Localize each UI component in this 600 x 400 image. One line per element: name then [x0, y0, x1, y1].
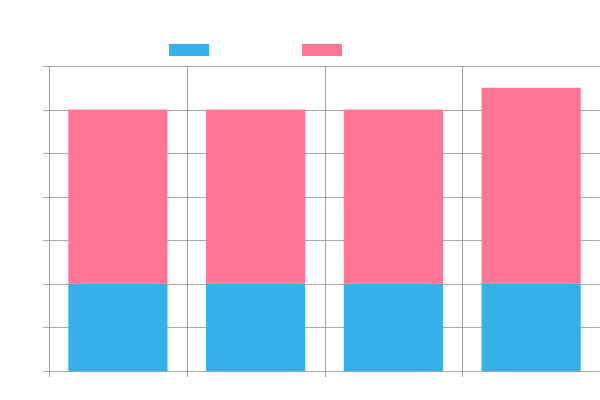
- bar-series2-cat1: [68, 109, 168, 284]
- legend-swatch-series1: [169, 44, 209, 56]
- bar-series1-cat3: [343, 283, 443, 371]
- bar-series1-cat4: [481, 283, 581, 371]
- bar-series1-cat2: [206, 283, 306, 371]
- bar-series1-cat1: [68, 283, 168, 371]
- bars-layer: [68, 87, 581, 371]
- bar-series2-cat4: [481, 87, 581, 284]
- bar-series2-cat2: [206, 109, 306, 284]
- bar-series2-cat3: [343, 109, 443, 284]
- legend-swatch-series2: [302, 44, 342, 56]
- legend: [169, 44, 342, 56]
